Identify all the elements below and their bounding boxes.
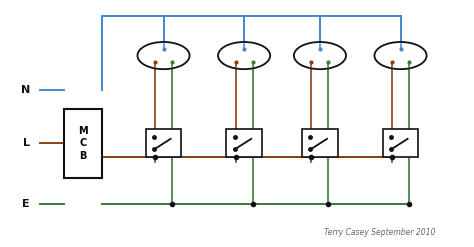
Bar [146, 129, 181, 158]
Bar [227, 129, 262, 158]
Text: M
C
B: M C B [78, 126, 88, 161]
Text: N: N [21, 85, 31, 95]
Circle shape [294, 42, 346, 69]
Bar [302, 129, 337, 158]
Text: L: L [23, 138, 29, 148]
Bar [383, 129, 418, 158]
Text: E: E [22, 199, 30, 209]
Circle shape [374, 42, 427, 69]
Bar [64, 109, 102, 178]
Circle shape [137, 42, 190, 69]
Circle shape [218, 42, 270, 69]
Text: Terry Casey September 2010: Terry Casey September 2010 [324, 228, 435, 237]
